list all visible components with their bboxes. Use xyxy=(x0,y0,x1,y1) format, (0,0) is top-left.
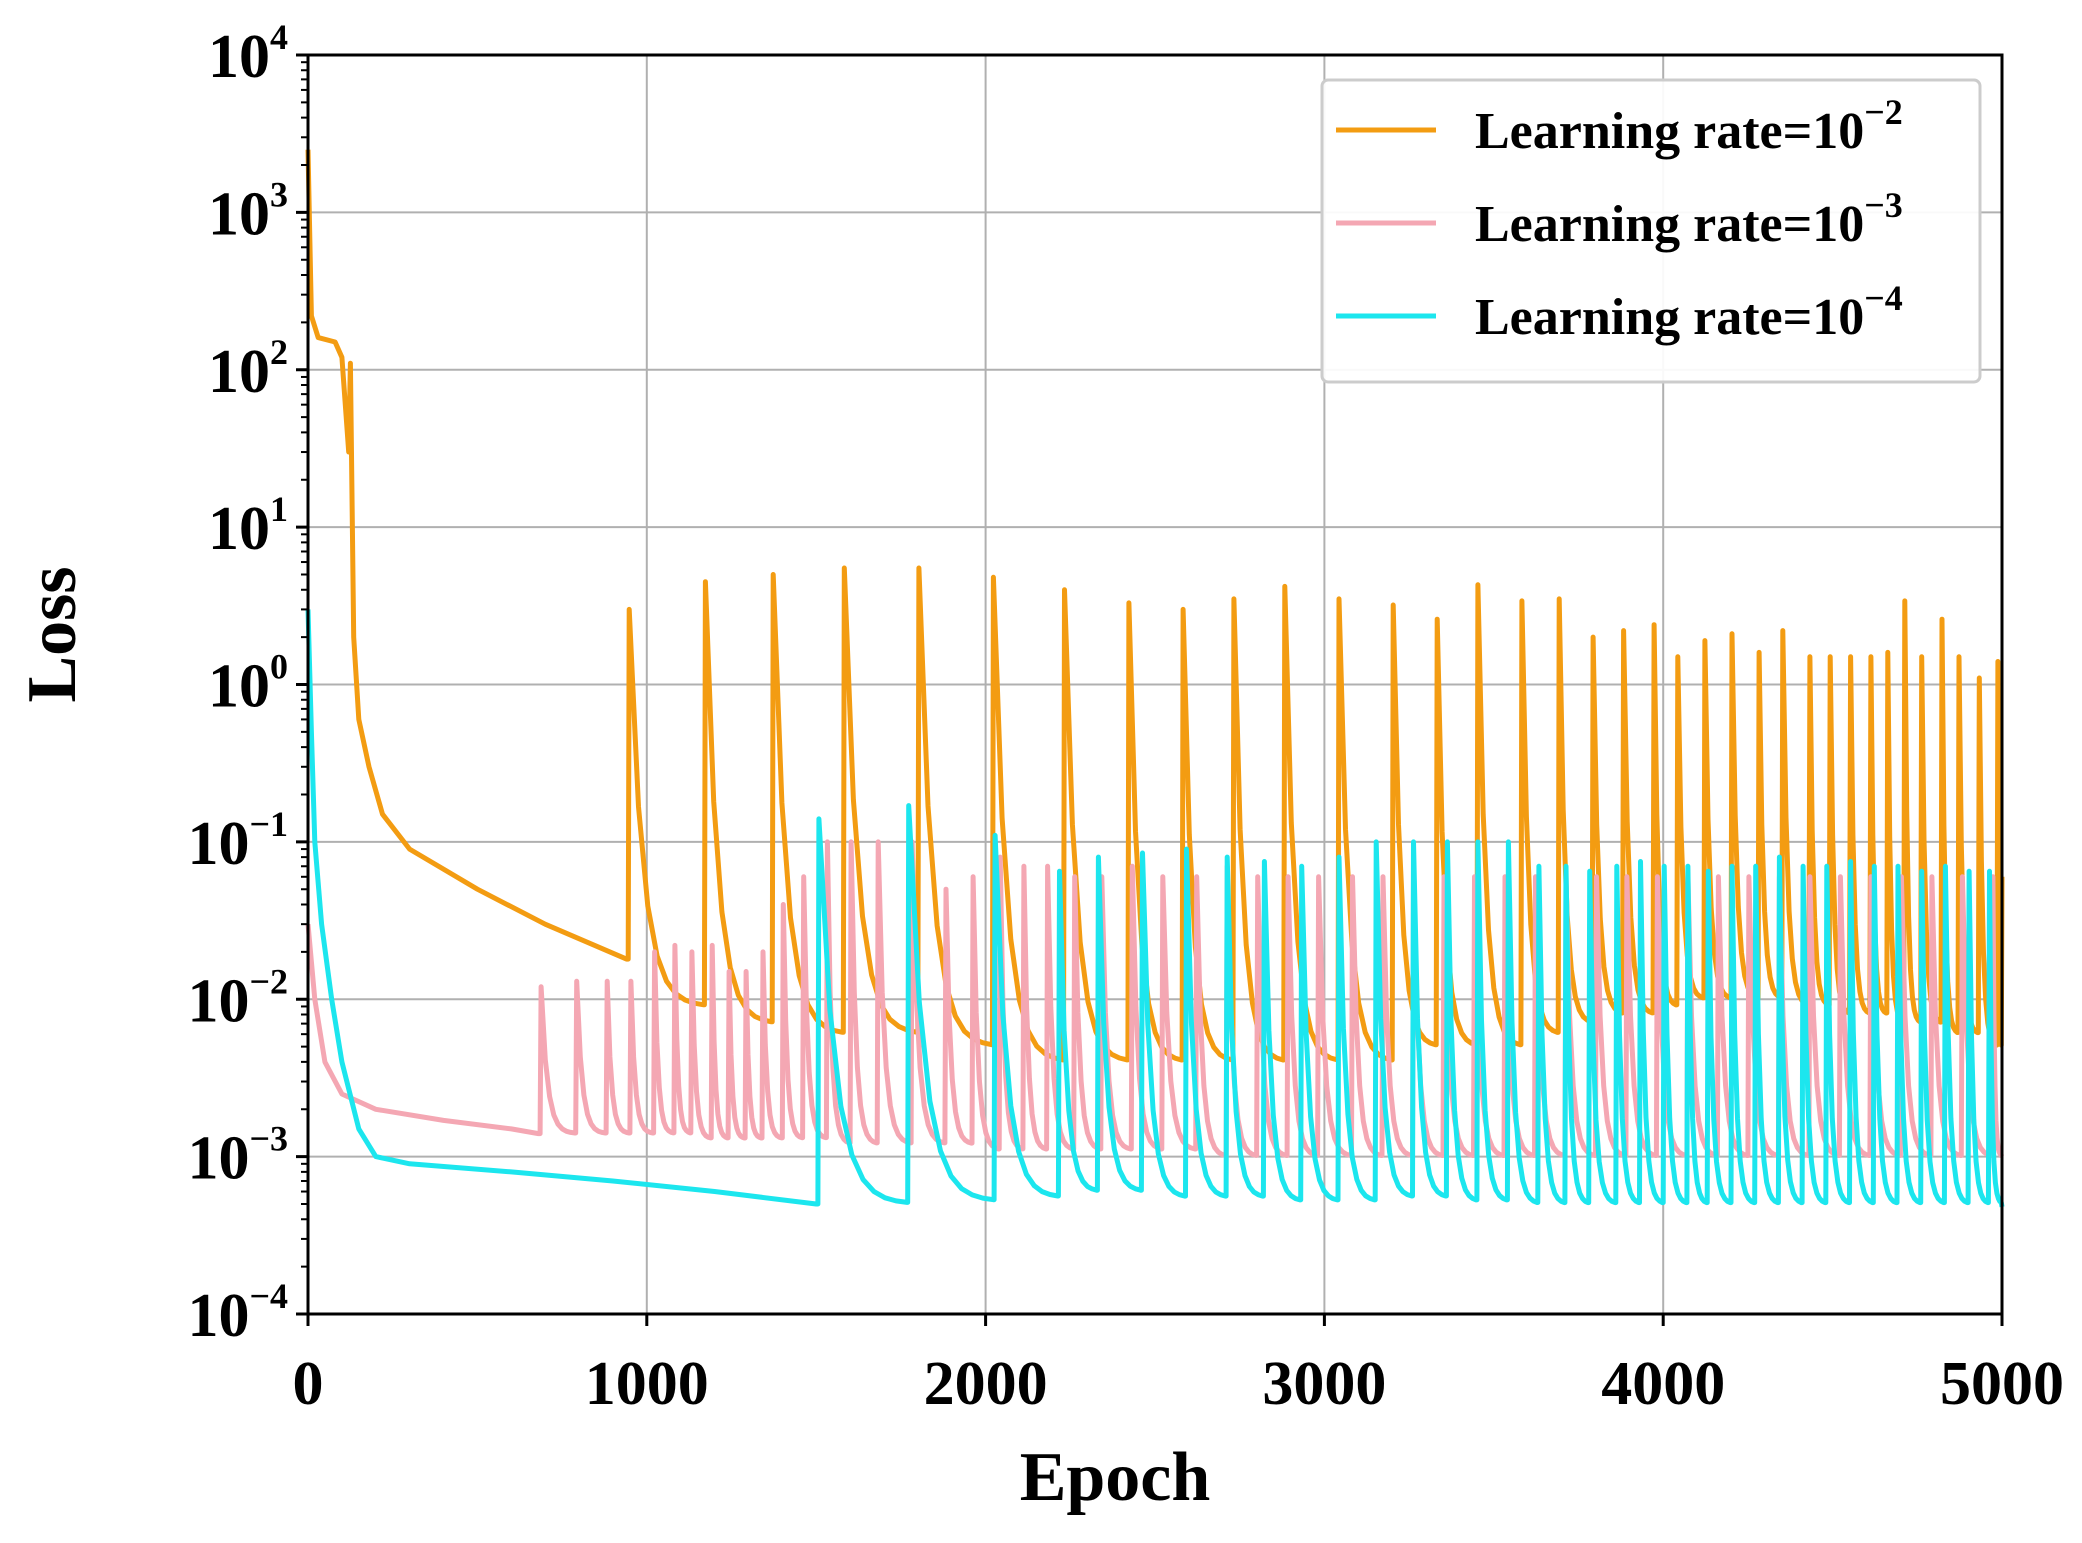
x-tick-label: 1000 xyxy=(585,1350,709,1418)
legend: Learning rate=10−2 Learning rate=10−3 Lear… xyxy=(1320,78,1982,384)
y-tick-label: 10−2 xyxy=(187,961,288,1035)
tick-labels: 0 1000 2000 3000 4000 5000 104 103 102 101 100 10−1… xyxy=(187,17,2064,1418)
legend-label-2: Learning rate=10−3 xyxy=(1475,185,1903,253)
y-tick-label: 100 xyxy=(208,647,288,721)
y-tick-label: 10−4 xyxy=(187,1276,288,1350)
series-line-2 xyxy=(305,839,2005,1158)
x-tick-label: 5000 xyxy=(1940,1350,2064,1418)
y-axis-title: Loss xyxy=(14,566,91,702)
y-tick-label: 103 xyxy=(208,174,288,248)
series-layer xyxy=(305,149,2005,1208)
y-tick-label: 104 xyxy=(208,17,288,91)
x-tick-label: 3000 xyxy=(1262,1350,1386,1418)
legend-label-1: Learning rate=10−2 xyxy=(1475,92,1903,160)
legend-label-3: Learning rate=10−4 xyxy=(1475,278,1903,346)
series-line-3 xyxy=(305,609,2005,1208)
x-tick-label: 2000 xyxy=(924,1350,1048,1418)
x-axis-title: Epoch xyxy=(1020,1439,1211,1516)
axis-ticks xyxy=(296,53,2004,1326)
x-tick-label: 4000 xyxy=(1601,1350,1725,1418)
legend-box xyxy=(1320,78,1982,384)
y-tick-label: 10−1 xyxy=(187,804,288,878)
y-tick-label: 10−3 xyxy=(187,1119,288,1193)
x-tick-label: 0 xyxy=(293,1350,324,1418)
y-tick-label: 101 xyxy=(208,489,288,563)
y-tick-label: 102 xyxy=(208,332,288,406)
